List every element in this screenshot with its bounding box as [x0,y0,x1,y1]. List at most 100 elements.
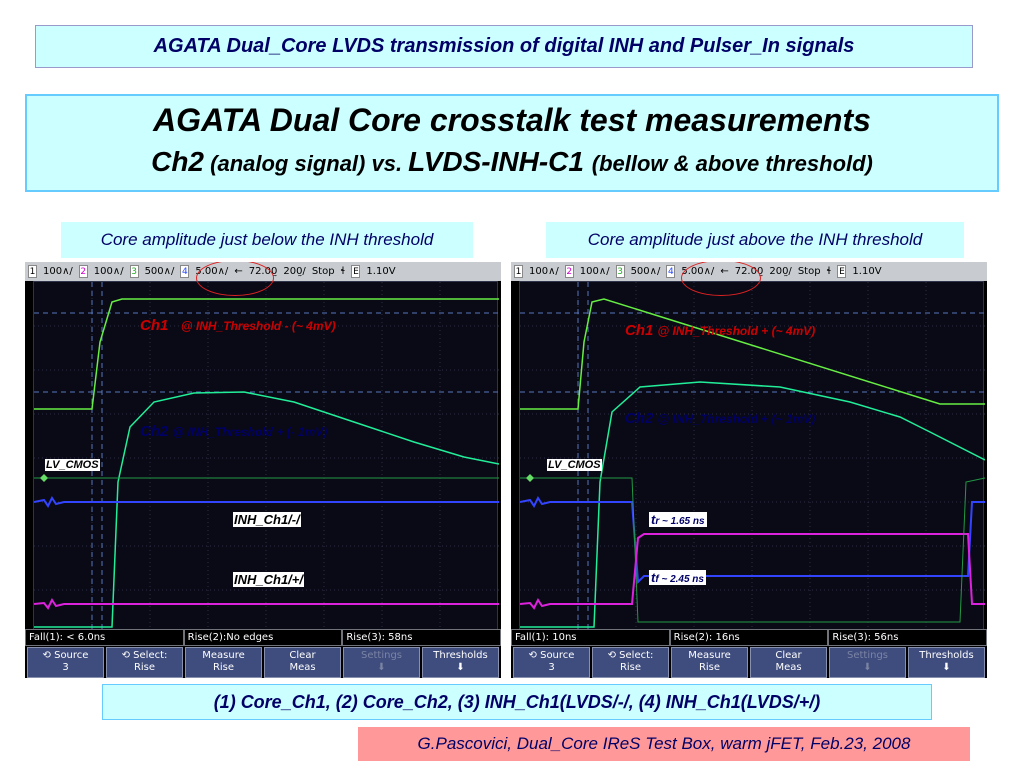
arrow-down-icon: ⬇ [942,662,951,673]
trigger-level: 1.10V [852,266,882,277]
softkey-source[interactable]: ⟲ Source 3 [513,647,590,678]
ch3-indicator[interactable]: 3 [615,265,625,278]
timebase-value: 200̰/ [283,266,306,277]
left-scope-screen: 1 100∧/ 2 100∧/ 3 500∧/ 4 5.00∧/ ← 72.00̰ 200… [25,262,501,678]
softkey-source[interactable]: ⟲ Source 3 [27,647,104,678]
ch3-trace [33,496,499,508]
ch1-scale: 100∧/ [43,266,73,277]
right-lv-cmos-label: LV_CMOS [547,459,602,471]
ch2-scale: 100∧/ [579,266,610,277]
left-measurement-bar: Fall(1): < 6.0ns Rise(2):No edges Rise(3… [25,629,501,646]
right-ch1-text: @ INH_Threshold + (~ 4mV) [657,324,816,338]
ch2-trace [520,381,986,628]
knob-icon: ⟲ [42,650,55,661]
left-meas-3: Rise(3): 58ns [342,629,501,646]
slide-title: AGATA Dual_Core LVDS transmission of dig… [35,25,973,68]
left-softkey-bar: ⟲ Source 3 ⟲ Select: Rise Measure Rise Clea… [25,647,501,678]
ch2-indicator[interactable]: 2 [564,265,574,278]
left-ch2-annotation: Ch2 @ INH_Threshold + (- 1mV) [140,423,327,440]
title-lvds: LVDS-INH-C1 [408,146,592,177]
title-threshold: (bellow & above threshold) [591,151,873,176]
main-title-line1: AGATA Dual Core crosstalk test measureme… [153,102,871,138]
ch4-trace [519,533,985,610]
channel-legend: (1) Core_Ch1, (2) Core_Ch2, (3) INH_Ch1(… [102,684,932,720]
right-fall-time-label: tf ~ 2.45 ns [649,570,706,585]
knob-icon: ⟲ [121,650,134,661]
softkey-thresholds[interactable]: Thresholds ⬇ [422,647,499,678]
ch1-trace [520,298,985,410]
ch3-trace [519,496,985,585]
lv-cmos-marker-icon [526,474,534,482]
ch2-scale: 100∧/ [93,266,124,277]
ch3-indicator[interactable]: 3 [129,265,139,278]
left-meas-2: Rise(2):No edges [183,629,343,646]
ch2-indicator[interactable]: 2 [78,265,88,278]
arrow-down-icon: ⬇ [377,662,386,673]
ch1-indicator[interactable]: 1 [514,265,523,278]
right-caption: Core amplitude just above the INH thresh… [546,222,964,258]
title-analog: (analog signal) vs. [204,151,409,176]
knob-icon: ⟲ [528,650,541,661]
trigger-source-indicator: E [837,265,847,278]
softkey-settings[interactable]: Settings ⬇ [343,647,420,678]
softkey-clear[interactable]: Clear Meas [750,647,827,678]
right-scope-screen: 1 100∧/ 2 100∧/ 3 500∧/ 4 5.00∧/ ← 72.00̰ 200… [511,262,987,678]
ch4-indicator[interactable]: 4 [666,265,676,278]
lv-cmos-trace [520,477,986,623]
softkey-measure[interactable]: Measure Rise [671,647,748,678]
softkey-settings[interactable]: Settings ⬇ [829,647,906,678]
right-waveform-grid [519,281,986,635]
left-lv-cmos-label: LV_CMOS [45,459,100,471]
right-meas-1: Fall(1): 10ns [511,629,670,646]
left-ch1-name: Ch1 [140,317,169,334]
credit-line: G.Pascovici, Dual_Core IReS Test Box, wa… [358,727,970,761]
left-inh-plus-label: INH_Ch1/+/ [233,572,304,587]
ch4-trace [33,598,499,610]
softkey-thresholds[interactable]: Thresholds ⬇ [908,647,985,678]
arrow-down-icon: ⬇ [863,662,872,673]
right-highlight-circle [681,262,761,296]
left-ch1-text: @ INH_Threshold - (~ 4mV) [180,319,336,333]
right-meas-3: Rise(3): 56ns [828,629,987,646]
right-softkey-bar: ⟲ Source 3 ⟲ Select: Rise Measure Rise Clea… [511,647,987,678]
trigger-source-indicator: E [351,265,361,278]
run-mode[interactable]: Stop [797,266,821,277]
right-rise-time-label: tr ~ 1.65 ns [649,512,707,527]
left-ch1-annotation: Ch1 @ INH_Threshold - (~ 4mV) [140,317,336,334]
ch2-trace [34,391,500,628]
left-inh-minus-label: INH_Ch1/-/ [233,512,301,527]
right-ch2-name: Ch2 [625,410,654,427]
left-meas-1: Fall(1): < 6.0ns [25,629,184,646]
right-ch1-annotation: Ch1 @ INH_Threshold + (~ 4mV) [625,322,815,339]
softkey-measure[interactable]: Measure Rise [185,647,262,678]
right-waveforms [519,282,986,635]
left-ch2-text: @ INH_Threshold + (- 1mV) [172,425,328,439]
ch4-indicator[interactable]: 4 [180,265,190,278]
left-ch2-name: Ch2 [140,423,169,440]
left-waveforms [33,282,500,635]
title-ch2: Ch2 [151,146,205,177]
softkey-select[interactable]: ⟲ Select: Rise [592,647,669,678]
softkey-clear[interactable]: Clear Meas [264,647,341,678]
ch1-trace [34,298,499,410]
ch3-scale: 500∧/ [144,266,175,277]
softkey-select[interactable]: ⟲ Select: Rise [106,647,183,678]
left-highlight-circle [196,262,274,296]
right-ch2-text: @ INH_Threshold + (~ 1mV) [657,412,816,426]
ch1-scale: 100∧/ [529,266,559,277]
timebase-value: 200̰/ [769,266,792,277]
knob-icon: ⟲ [607,650,620,661]
right-meas-2: Rise(2): 16ns [669,629,829,646]
main-title-line2: Ch2 (analog signal) vs. LVDS-INH-C1 (bel… [27,142,997,184]
right-measurement-bar: Fall(1): 10ns Rise(2): 16ns Rise(3): 56n… [511,629,987,646]
trigger-level: 1.10V [366,266,396,277]
main-title-box: AGATA Dual Core crosstalk test measureme… [25,94,999,192]
lv-cmos-marker-icon [40,474,48,482]
trigger-edge-icon: ɬ [826,266,832,277]
ch1-indicator[interactable]: 1 [28,265,37,278]
right-ch1-name: Ch1 [625,322,654,339]
arrow-down-icon: ⬇ [456,662,465,673]
left-caption: Core amplitude just below the INH thresh… [61,222,473,258]
run-mode[interactable]: Stop [311,266,335,277]
trigger-edge-icon: ɬ [340,266,346,277]
